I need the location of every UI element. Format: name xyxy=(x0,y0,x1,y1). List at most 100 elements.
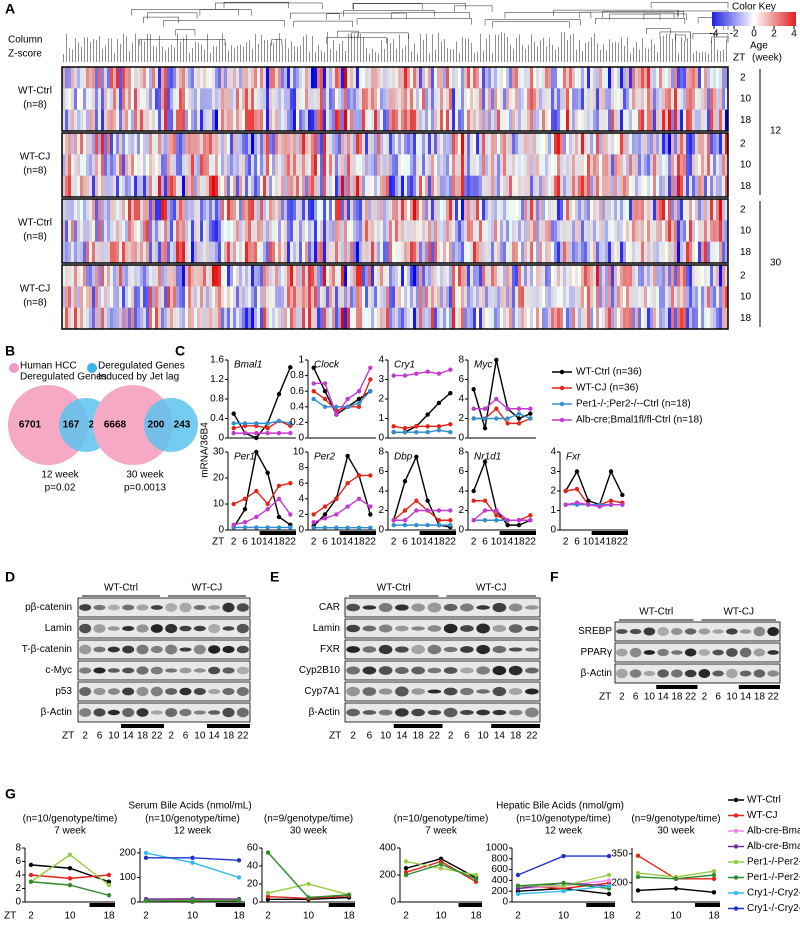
blot-band xyxy=(93,708,105,716)
dark-phase xyxy=(329,903,355,907)
heatmap-cell xyxy=(566,242,569,264)
heatmap-cell xyxy=(614,242,617,264)
heatmap-cell xyxy=(80,242,83,264)
heatmap-cell xyxy=(161,176,164,198)
heatmap-cell xyxy=(467,110,470,132)
heatmap-cell xyxy=(716,176,719,198)
heatmap-cell xyxy=(698,176,701,198)
point xyxy=(403,479,407,483)
heatmap-cell xyxy=(338,133,341,155)
heatmap-cell xyxy=(641,133,644,155)
heatmap-cell xyxy=(608,88,611,110)
heatmap-cell xyxy=(644,88,647,110)
heatmap-cell xyxy=(374,265,377,287)
x-tick-label: 6 xyxy=(183,731,189,742)
heatmap-cell xyxy=(575,265,578,287)
heatmap-cell xyxy=(143,199,146,221)
heatmap-cell xyxy=(305,308,308,330)
heatmap-cell xyxy=(131,308,134,330)
heatmap-cell xyxy=(209,133,212,155)
x-axis-label: ZT xyxy=(329,731,341,742)
heatmap-cell xyxy=(539,176,542,198)
heatmap-cell xyxy=(338,154,341,176)
heatmap-cell xyxy=(446,199,449,221)
heatmap-cell xyxy=(497,220,500,242)
heatmap-cell xyxy=(674,110,677,132)
blot-band xyxy=(79,687,91,696)
heatmap-cell xyxy=(308,88,311,110)
y-tick-label: 8 xyxy=(458,355,464,366)
heatmap-cell xyxy=(596,220,599,242)
heatmap-cell xyxy=(629,88,632,110)
heatmap-cell xyxy=(155,308,158,330)
point xyxy=(311,525,315,529)
heatmap-cell xyxy=(662,286,665,308)
heatmap-cell xyxy=(440,176,443,198)
heatmap-cell xyxy=(644,308,647,330)
y-tick-label: 2 xyxy=(378,394,384,405)
heatmap-cell xyxy=(125,154,128,176)
heatmap-cell xyxy=(704,199,707,221)
heatmap-cell xyxy=(623,176,626,198)
heatmap-cell xyxy=(182,286,185,308)
heatmap-cell xyxy=(620,154,623,176)
heatmap-cell xyxy=(107,242,110,264)
heatmap-cell xyxy=(194,67,197,89)
heatmap-cell xyxy=(671,88,674,110)
y-tick-label: 1 xyxy=(550,505,556,516)
heatmap-cell xyxy=(74,176,77,198)
heatmap-cell xyxy=(467,199,470,221)
heatmap-cell xyxy=(206,308,209,330)
blot-band xyxy=(165,645,177,655)
heatmap-cell xyxy=(230,110,233,132)
heatmap-cell xyxy=(140,199,143,221)
heatmap-cell xyxy=(371,286,374,308)
heatmap-cell xyxy=(602,110,605,132)
heatmap-cell xyxy=(566,265,569,287)
heatmap-cell xyxy=(116,265,119,287)
heatmap-cell xyxy=(560,220,563,242)
heatmap-cell xyxy=(635,286,638,308)
heatmap-cell xyxy=(353,110,356,132)
heatmap-cell xyxy=(77,88,80,110)
heatmap-cell xyxy=(488,265,491,287)
heatmap-cell xyxy=(521,110,524,132)
heatmap-cell xyxy=(92,133,95,155)
heatmap-cell xyxy=(83,242,86,264)
heatmap-cell xyxy=(311,199,314,221)
heatmap-cell xyxy=(74,133,77,155)
heatmap-cell xyxy=(242,199,245,221)
zt-label: 2 xyxy=(740,204,746,215)
heatmap-cell xyxy=(578,88,581,110)
y-tick-label: 30 xyxy=(213,447,225,458)
heatmap-cell xyxy=(203,133,206,155)
heatmap-cell xyxy=(425,110,428,132)
x-tick-label: 22 xyxy=(445,537,457,548)
heatmap-cell xyxy=(113,154,116,176)
heatmap-cell xyxy=(233,67,236,89)
heatmap-cell xyxy=(317,265,320,287)
heatmap-cell xyxy=(314,220,317,242)
heatmap-cell xyxy=(503,133,506,155)
heatmap-cell xyxy=(494,220,497,242)
heatmap-cell xyxy=(722,220,725,242)
heatmap-cell xyxy=(227,286,230,308)
dark-phase xyxy=(491,724,540,728)
x-tick-label: 18 xyxy=(103,911,115,922)
y-tick-label: 0 xyxy=(298,525,304,536)
point xyxy=(575,487,579,491)
heatmap-cell xyxy=(410,265,413,287)
heatmap-cell xyxy=(422,176,425,198)
heatmap-cell xyxy=(563,265,566,287)
x-tick-label: 10 xyxy=(670,911,682,922)
heatmap-cell xyxy=(506,286,509,308)
point xyxy=(620,493,624,497)
heatmap-cell xyxy=(326,265,329,287)
heatmap-cell xyxy=(560,176,563,198)
dark-phase xyxy=(500,531,536,535)
blot-band xyxy=(379,645,393,654)
heatmap-cell xyxy=(95,133,98,155)
heatmap-cell xyxy=(245,67,248,89)
group-label: WT-Ctrl xyxy=(18,218,52,229)
heatmap-cell xyxy=(140,242,143,264)
